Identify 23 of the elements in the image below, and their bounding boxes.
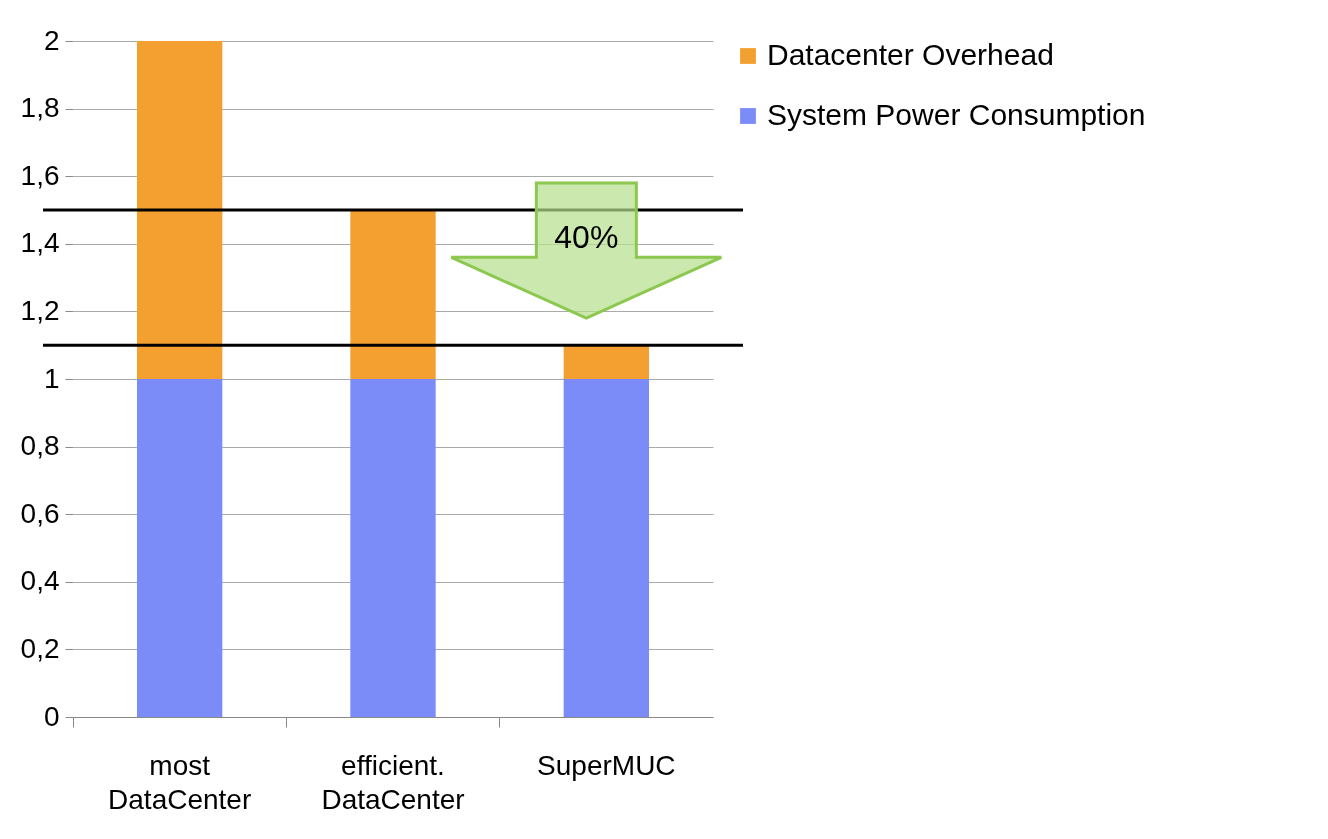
x-tick-label: efficient. DataCenter: [321, 749, 465, 815]
y-tick-label: 0: [43, 700, 60, 732]
y-tick-label: 0,8: [20, 430, 60, 462]
y-tick-label: 2: [43, 24, 60, 56]
bar: [137, 379, 223, 717]
y-tick-label: 0,6: [20, 497, 60, 529]
bar: [563, 345, 649, 379]
bar: [350, 210, 436, 379]
y-tick-label: 1,4: [20, 227, 60, 259]
y-tick-label: 0,2: [20, 632, 60, 664]
y-tick-label: 1,2: [20, 294, 60, 326]
y-tick-label: 1,6: [20, 159, 60, 191]
bar: [137, 41, 223, 379]
bar: [563, 379, 649, 717]
legend-label: Datacenter Overhead: [767, 38, 1054, 71]
bar: [350, 379, 436, 717]
y-tick-label: 0,4: [20, 565, 60, 597]
y-tick-label: 1,8: [20, 92, 60, 124]
y-tick-label: 1: [43, 362, 60, 394]
x-tick-label: most DataCenter: [108, 749, 252, 815]
legend-label: System Power Consumption: [767, 98, 1146, 131]
annotation: 40%: [554, 219, 619, 256]
x-tick-label: SuperMUC: [537, 749, 676, 781]
